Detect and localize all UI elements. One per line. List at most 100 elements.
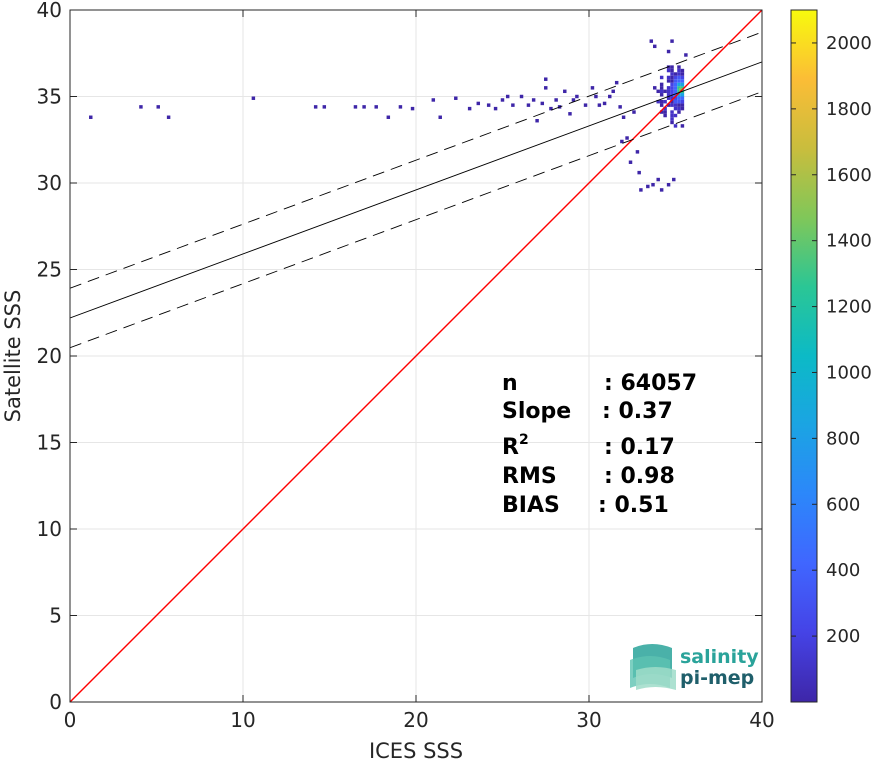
- density-cell: [670, 79, 674, 83]
- density-cell: [656, 89, 660, 94]
- sparse-point: [651, 183, 655, 187]
- sparse-point: [454, 96, 458, 100]
- sparse-point: [608, 94, 612, 99]
- colorbar-tick-label: 2000: [826, 33, 872, 54]
- sparse-point: [684, 53, 688, 57]
- stat-slope-label: Slope: [502, 399, 571, 424]
- sparse-point: [635, 150, 640, 154]
- sparse-point: [519, 94, 524, 99]
- density-cell: [670, 113, 674, 118]
- sparse-point: [476, 101, 481, 106]
- stat-n-label: n: [502, 371, 518, 396]
- stat-bias-value: : 0.51: [598, 493, 669, 518]
- sparse-point: [602, 101, 607, 106]
- colorbar-tick-label: 1200: [826, 297, 872, 318]
- sparse-point: [618, 105, 622, 109]
- density-cell: [673, 93, 678, 97]
- density-cell: [670, 110, 674, 114]
- density-cell: [659, 93, 664, 97]
- density-cell: [670, 68, 674, 73]
- density-cell: [680, 106, 685, 111]
- sparse-point: [410, 106, 415, 111]
- sparse-point: [568, 112, 572, 116]
- density-cell: [666, 68, 671, 73]
- density-cell: [677, 106, 681, 111]
- density-cell: [670, 89, 674, 94]
- density-cell: [677, 75, 681, 80]
- density-cell: [680, 72, 685, 76]
- sparse-point: [531, 98, 536, 102]
- logo-line1: salinity: [680, 646, 759, 668]
- sparse-point: [666, 183, 671, 187]
- density-cell: [680, 124, 685, 128]
- colorbar-tick-label: 800: [826, 428, 860, 449]
- x-axis-label: ICES SSS: [369, 739, 463, 763]
- density-cell: [673, 79, 678, 83]
- density-cell: [666, 79, 671, 83]
- sparse-point: [386, 115, 391, 119]
- sparse-point: [540, 101, 545, 106]
- sparse-point: [614, 80, 619, 85]
- logo-line2: pi-mep: [680, 667, 754, 689]
- sparse-point: [313, 105, 318, 109]
- colorbar-tick-label: 200: [826, 626, 860, 647]
- sparse-point: [621, 115, 626, 119]
- density-cell: [666, 96, 671, 100]
- colorbar-tick-label: 400: [826, 560, 860, 581]
- density-cell: [670, 86, 674, 90]
- density-cell: [677, 89, 681, 94]
- sparse-point: [544, 77, 548, 81]
- density-cell: [677, 86, 681, 90]
- density-cell: [670, 75, 674, 80]
- sparse-point: [583, 103, 588, 107]
- sparse-point: [486, 103, 491, 107]
- sparse-point: [571, 98, 576, 102]
- density-cell: [670, 82, 674, 87]
- y-tick-label: 40: [37, 0, 62, 22]
- density-cell: [677, 79, 681, 83]
- x-tick-label: 30: [576, 708, 601, 732]
- density-cell: [673, 124, 678, 128]
- density-cell: [653, 86, 657, 90]
- density-cell: [670, 103, 674, 107]
- density-cell: [677, 68, 681, 73]
- sparse-point: [656, 177, 660, 182]
- stat-r2-value: : 0.17: [604, 435, 675, 460]
- sparse-point: [139, 105, 143, 109]
- statistics-box: n : 64057 Slope : 0.37 R2 : 0.17 RMS : 0…: [502, 371, 697, 518]
- colorbar-gradient: [790, 9, 818, 703]
- stat-rms-label: RMS: [502, 464, 557, 489]
- sparse-point: [659, 188, 664, 192]
- density-cell: [680, 68, 685, 73]
- sparse-point: [597, 103, 602, 107]
- density-cell: [659, 75, 664, 80]
- density-cell: [680, 75, 685, 80]
- y-tick-label: 5: [49, 604, 62, 628]
- colorbar-ticks: 200 400 600 800 1000 1200 1400 1600 1800 2000: [791, 33, 872, 647]
- density-cell: [680, 93, 685, 97]
- sparse-point: [526, 103, 531, 107]
- colorbar: 200 400 600 800 1000 1200 1400 1600 1800 2000: [790, 9, 872, 703]
- density-cell: [666, 93, 671, 97]
- density-cell: [677, 96, 681, 100]
- density-cell: [659, 99, 664, 104]
- density-cell: [663, 113, 667, 118]
- density-cell: [673, 75, 678, 80]
- y-tick-label: 35: [37, 85, 62, 109]
- density-cell: [659, 110, 664, 114]
- sparse-point: [628, 160, 633, 164]
- density-cell: [666, 103, 671, 107]
- stat-slope-value: : 0.37: [602, 399, 673, 424]
- density-peak-cell: [678, 87, 683, 92]
- sparse-point: [89, 115, 93, 119]
- density-cell: [677, 93, 681, 97]
- density-cell: [659, 103, 664, 107]
- y-tick-label: 0: [49, 690, 62, 714]
- density-cell: [673, 72, 678, 76]
- x-tick-label: 10: [230, 708, 255, 732]
- y-tick-label: 20: [37, 344, 62, 368]
- sparse-point: [632, 110, 636, 114]
- density-cell: [663, 106, 667, 111]
- sparse-point: [398, 105, 403, 109]
- density-cell: [677, 103, 681, 107]
